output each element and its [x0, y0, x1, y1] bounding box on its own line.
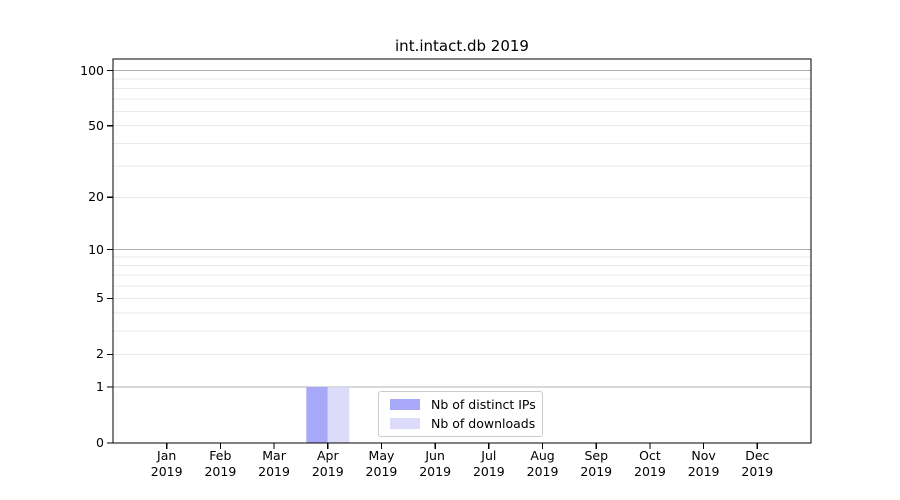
y-tick-label: 10: [88, 241, 104, 257]
y-tick-label: 50: [88, 117, 104, 133]
y-tick-label: 0: [96, 435, 104, 450]
gridlines-group: [113, 70, 811, 388]
y-tick-label: 100: [80, 62, 104, 78]
x-tick-label: Feb 2019: [204, 448, 237, 479]
plot-frame: [112, 58, 812, 444]
legend-entry-distinct-ips: Nb of distinct IPs: [379, 397, 542, 412]
x-tick-label: Jul 2019: [472, 448, 505, 479]
legend-swatch-downloads: [390, 418, 420, 429]
legend-entry-downloads: Nb of downloads: [379, 416, 542, 431]
x-tick-label: Jan 2019: [150, 448, 183, 479]
x-tick-label: Apr 2019: [311, 448, 344, 479]
x-tick-label: Mar 2019: [258, 448, 290, 479]
bar-nb-of-distinct-ips: [306, 387, 328, 443]
chart-title: int.intact.db 2019: [395, 37, 529, 55]
y-tick-label: 20: [88, 189, 104, 205]
x-tick-label: Sep 2019: [580, 448, 613, 479]
legend-label-distinct-ips: Nb of distinct IPs: [431, 397, 536, 412]
axis-frame-group: [112, 58, 812, 444]
ticks-group: [107, 69, 758, 449]
x-tick-label: Oct 2019: [634, 448, 666, 479]
bar-nb-of-downloads: [327, 387, 350, 443]
legend-label-downloads: Nb of downloads: [431, 416, 536, 431]
x-tick-label: Dec 2019: [741, 448, 774, 479]
x-tick-label: Nov 2019: [687, 448, 720, 479]
y-tick-label: 1: [96, 379, 104, 395]
x-tick-label: May 2019: [365, 448, 398, 479]
legend: Nb of distinct IPs Nb of downloads: [378, 391, 543, 437]
legend-swatch-distinct-ips: [390, 399, 420, 410]
bars-group: [306, 387, 350, 443]
x-tick-label: Jun 2019: [419, 448, 452, 479]
x-tick-label: Aug 2019: [526, 448, 559, 479]
y-tick-label: 5: [96, 290, 104, 306]
y-tick-label: 2: [96, 346, 104, 362]
